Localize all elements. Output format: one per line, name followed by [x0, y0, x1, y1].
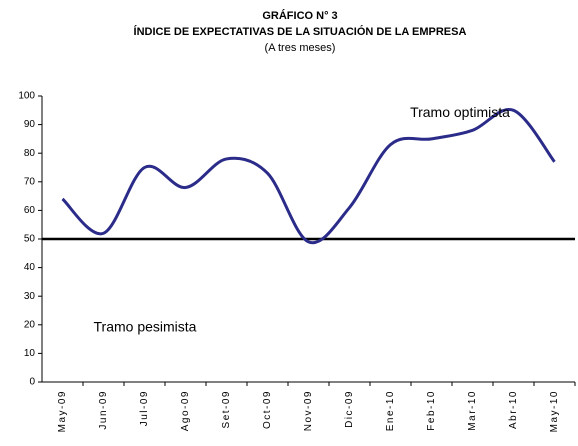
x-tick-label: Mar-10	[467, 390, 478, 431]
x-tick-label: Set-09	[221, 390, 232, 428]
x-tick-label: Jun-09	[98, 390, 109, 430]
y-tick-label: 40	[24, 262, 36, 273]
chart-title: GRÁFICO N° 3	[262, 9, 337, 22]
x-tick-label: Abr-10	[508, 390, 519, 429]
x-tick-label: Ago-09	[180, 390, 191, 431]
x-tick-label: May-09	[57, 390, 68, 432]
x-tick-label: Dic-09	[344, 390, 355, 428]
x-tick-label: Nov-09	[303, 390, 314, 431]
y-tick-label: 30	[24, 291, 36, 302]
x-tick-label: Feb-10	[426, 390, 437, 431]
x-tick-label: Jul-09	[139, 390, 150, 426]
chart-subtitle: ÍNDICE DE EXPECTATIVAS DE LA SITUACIÓN D…	[134, 25, 467, 38]
y-tick-label: 100	[18, 91, 35, 102]
y-tick-label: 90	[24, 119, 36, 130]
y-tick-label: 0	[29, 377, 35, 388]
y-tick-label: 10	[24, 348, 36, 359]
y-tick-label: 70	[24, 176, 36, 187]
y-tick-label: 20	[24, 319, 36, 330]
data-line	[61, 107, 556, 245]
x-tick-label: Oct-09	[262, 390, 273, 429]
annotation: Tramo optimista	[410, 104, 510, 120]
y-tick-label: 80	[24, 148, 36, 159]
x-tick-label: May-10	[549, 390, 560, 432]
chart-note: (A tres meses)	[265, 42, 336, 54]
annotation: Tramo pesimista	[94, 319, 197, 335]
y-tick-label: 50	[24, 234, 36, 245]
x-tick-label: Ene-10	[385, 390, 396, 431]
y-tick-label: 60	[24, 205, 36, 216]
